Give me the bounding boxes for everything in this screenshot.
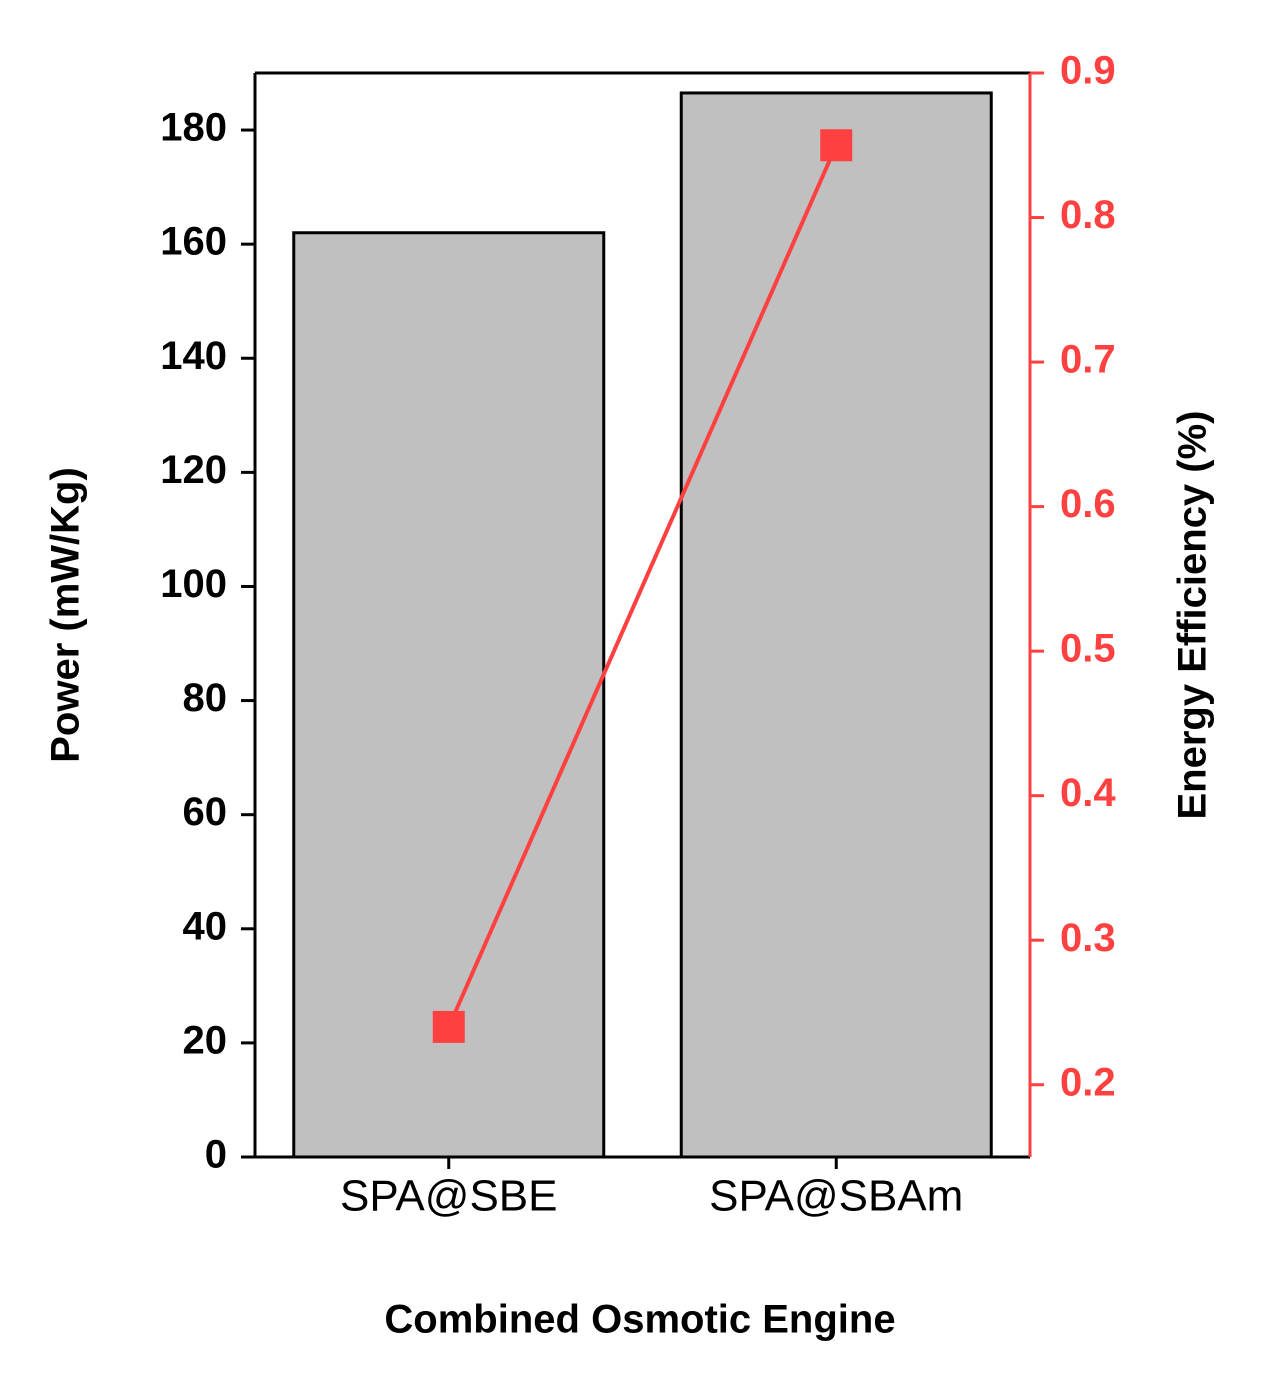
y-tick-label: 120 [160, 448, 227, 492]
y-tick-label: 100 [160, 562, 227, 606]
y-tick-label: 180 [160, 106, 227, 150]
y-tick-label: 0 [205, 1133, 227, 1177]
x-tick-label: SPA@SBAm [709, 1172, 963, 1221]
line [446, 144, 839, 1028]
y2-axis-title: Energy Efficiency (%) [1171, 410, 1215, 819]
y-tick-label: 80 [183, 676, 228, 720]
y2-tick-label: 0.2 [1060, 1060, 1116, 1104]
y2-tick-label: 0.4 [1060, 771, 1116, 815]
y-tick-label: 40 [183, 904, 228, 948]
y2-tick-label: 0.7 [1060, 338, 1116, 382]
y2-tick-label: 0.3 [1060, 916, 1116, 960]
y2-tick-label: 0.9 [1060, 49, 1116, 93]
y-tick-label: 160 [160, 220, 227, 264]
marker [432, 1010, 465, 1043]
x-tick-label: SPA@SBE [340, 1172, 558, 1221]
y2-tick-label: 0.5 [1060, 627, 1116, 671]
bar [292, 231, 606, 1159]
bar [679, 91, 993, 1159]
y2-tick-label: 0.6 [1060, 482, 1116, 526]
y-tick-label: 140 [160, 334, 227, 378]
y-tick-label: 20 [183, 1018, 228, 1062]
y-tick-label: 60 [183, 790, 228, 834]
y-axis-title: Power (mW/Kg) [44, 467, 88, 763]
marker [820, 129, 853, 162]
y2-tick-label: 0.8 [1060, 193, 1116, 237]
x-axis-title: Combined Osmotic Engine [384, 1298, 895, 1342]
